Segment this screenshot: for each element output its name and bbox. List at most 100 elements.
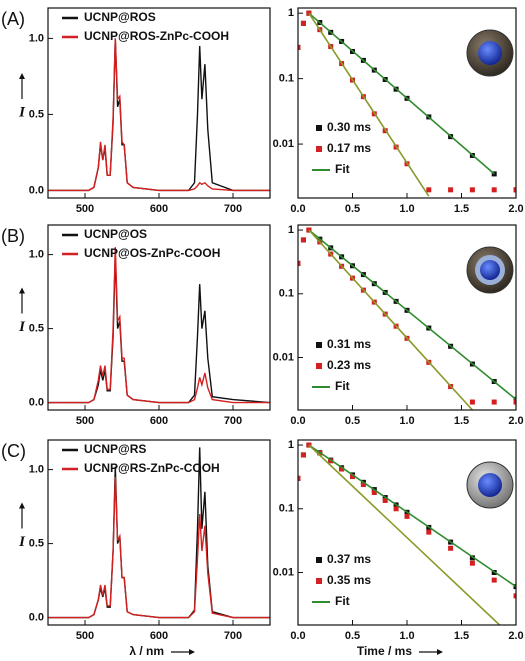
legend-label: 0.35 ms xyxy=(327,573,371,587)
decay-point xyxy=(491,187,497,193)
legend-label: Fit xyxy=(335,379,350,393)
fit-line xyxy=(308,444,516,588)
spectrum-line xyxy=(48,38,270,192)
legend-label: UCNP@OS xyxy=(84,227,147,241)
y-tick-label: 1 xyxy=(288,439,294,451)
y-tick-label: 0.01 xyxy=(273,138,294,150)
decay-point xyxy=(469,187,475,193)
decay-point xyxy=(300,237,306,243)
plot-frame xyxy=(47,439,271,626)
decay-point xyxy=(513,187,516,193)
x-tick-label: 500 xyxy=(76,203,94,215)
plot-frame xyxy=(297,7,517,199)
y-tick-label: 0.1 xyxy=(279,503,294,515)
x-tick-label: 600 xyxy=(150,630,168,642)
y-arrow-head xyxy=(19,287,25,294)
legend-label: UCNP@ROS xyxy=(84,10,156,24)
panel-label: (A) xyxy=(1,9,25,29)
y-tick-label: 0.1 xyxy=(279,288,294,300)
decay-point xyxy=(491,577,497,583)
y-tick-label: 0.0 xyxy=(29,612,44,624)
x-tick-label: 600 xyxy=(150,415,168,427)
plot-frame xyxy=(47,7,271,199)
y-tick-label: 0.0 xyxy=(29,184,44,196)
decay-point xyxy=(448,187,454,193)
x-tick-label: 700 xyxy=(224,203,242,215)
y-tick-label: 0.5 xyxy=(29,108,44,120)
y-tick-label: 1 xyxy=(288,7,294,19)
decay-point xyxy=(469,399,475,405)
x-tick-label: 700 xyxy=(224,415,242,427)
particle-core xyxy=(480,260,500,280)
x-tick-label: 2.0 xyxy=(508,415,523,427)
y-tick-label: 1.0 xyxy=(29,464,44,476)
legend-swatch xyxy=(316,578,322,584)
x-tick-label: 0.5 xyxy=(345,203,360,215)
legend-label: 0.37 ms xyxy=(327,552,371,566)
legend-label: Fit xyxy=(335,162,350,176)
legend-label: UCNP@ROS-ZnPc-COOH xyxy=(84,29,229,43)
y-tick-label: 0.0 xyxy=(29,397,44,409)
legend-label: 0.31 ms xyxy=(327,337,371,351)
decay-point xyxy=(491,399,497,405)
decay-point xyxy=(300,452,306,458)
spectrum-line xyxy=(48,247,270,404)
x-tick-label: 500 xyxy=(76,415,94,427)
fit-line xyxy=(308,229,473,410)
y-arrow-head xyxy=(19,502,25,509)
decay-point xyxy=(393,506,399,512)
spectrum-line xyxy=(48,476,270,619)
decay-point xyxy=(306,10,312,16)
decay-point xyxy=(513,399,516,405)
decay-point xyxy=(300,20,306,26)
x-arrow-head xyxy=(189,649,195,655)
legend-label: UCNP@RS xyxy=(84,442,146,456)
decay-point xyxy=(491,171,497,177)
y-axis-label: I xyxy=(18,319,26,335)
y-tick-label: 1.0 xyxy=(29,32,44,44)
x-tick-label: 500 xyxy=(76,630,94,642)
x-tick-label: 2.0 xyxy=(508,203,523,215)
legend-label: 0.23 ms xyxy=(327,358,371,372)
y-tick-label: 0.5 xyxy=(29,323,44,335)
panel-label: (B) xyxy=(1,226,25,246)
decay-point xyxy=(360,482,366,488)
y-tick-label: 1 xyxy=(288,224,294,236)
legend-label: Fit xyxy=(335,594,350,608)
particle-core xyxy=(478,41,502,65)
x-tick-label: 0.0 xyxy=(290,415,305,427)
y-axis-label: I xyxy=(18,104,26,120)
y-tick-label: 1.0 xyxy=(29,249,44,261)
plot-area xyxy=(298,227,516,410)
plot-area xyxy=(48,38,270,192)
x-arrow-head xyxy=(437,649,443,655)
decay-point xyxy=(382,497,388,503)
x-axis-label: λ / nm xyxy=(129,644,164,658)
plot-area xyxy=(298,442,516,625)
decay-point xyxy=(298,260,301,266)
legend-swatch xyxy=(316,125,322,131)
x-tick-label: 0.0 xyxy=(290,203,305,215)
decay-point xyxy=(371,490,377,496)
decay-point xyxy=(298,44,301,50)
decay-point xyxy=(404,513,410,519)
x-tick-label: 700 xyxy=(224,630,242,642)
decay-point xyxy=(513,593,516,599)
decay-point xyxy=(426,187,432,193)
legend-label: UCNP@RS-ZnPc-COOH xyxy=(84,461,220,475)
decay-point xyxy=(298,475,301,481)
x-tick-label: 1.0 xyxy=(399,415,414,427)
x-tick-label: 2.0 xyxy=(508,630,523,642)
y-tick-label: 0.01 xyxy=(273,351,294,363)
legend-label: UCNP@OS-ZnPc-COOH xyxy=(84,246,220,260)
legend-swatch xyxy=(316,557,322,563)
y-tick-label: 0.01 xyxy=(273,566,294,578)
plot-frame xyxy=(297,439,517,626)
x-tick-label: 0.0 xyxy=(290,630,305,642)
x-tick-label: 600 xyxy=(150,203,168,215)
decay-point xyxy=(426,529,432,535)
legend-label: 0.30 ms xyxy=(327,120,371,134)
legend-swatch xyxy=(316,363,322,369)
decay-point xyxy=(350,474,355,480)
